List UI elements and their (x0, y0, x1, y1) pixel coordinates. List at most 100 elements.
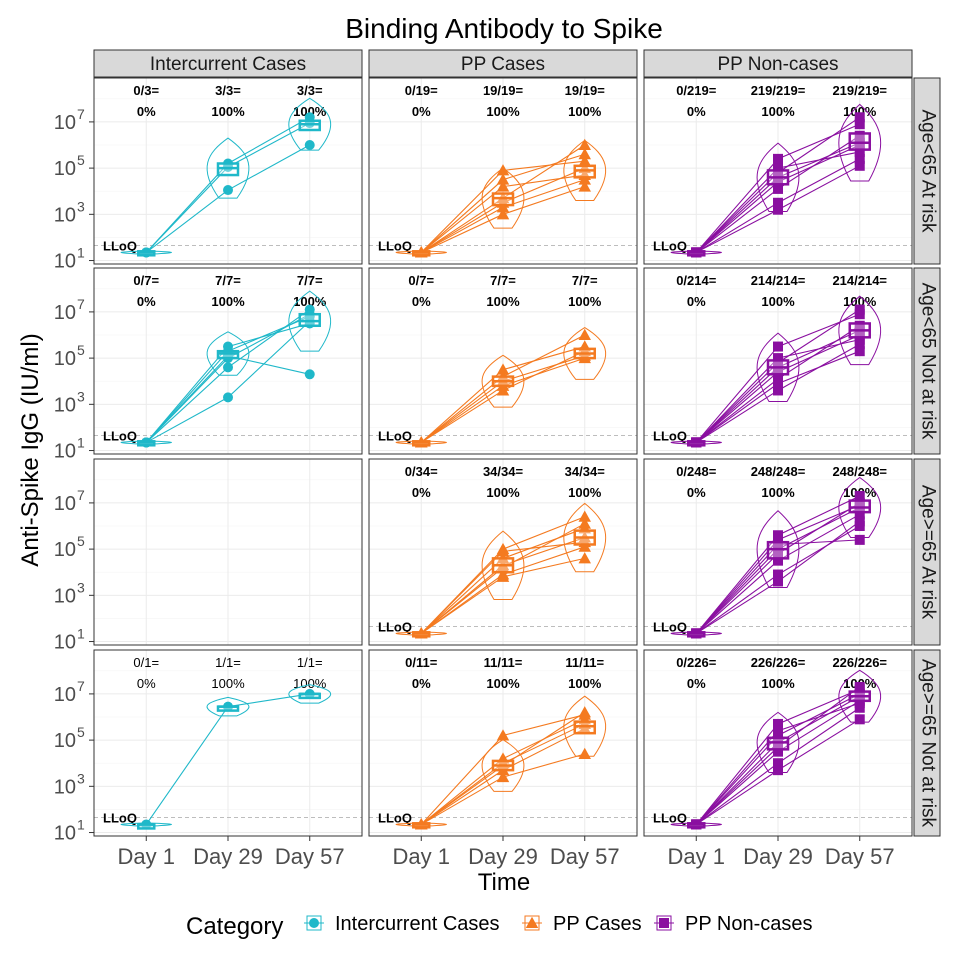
y-tick-exponent: 3 (77, 579, 85, 595)
pct-label: 0% (412, 104, 431, 119)
pct-label: 100% (843, 104, 877, 119)
legend-label: PP Non-cases (685, 913, 812, 935)
data-point (854, 534, 865, 545)
pct-label: 100% (761, 104, 795, 119)
row-strip-label: Age<65 At risk (918, 109, 939, 233)
row-strip (913, 77, 941, 265)
panel (94, 459, 362, 645)
count-label: 7/7= (490, 273, 516, 288)
count-label: 0/34= (405, 464, 438, 479)
x-tick-label: Day 29 (468, 844, 538, 869)
panel-border (93, 649, 363, 837)
data-point (496, 173, 510, 185)
data-point (496, 561, 510, 573)
count-label: 0/1= (133, 655, 159, 670)
data-point (773, 576, 783, 587)
data-point (223, 185, 233, 196)
column-strip (643, 49, 913, 78)
y-tick-label: 10 (54, 204, 76, 226)
data-point (854, 698, 865, 709)
legend-key-marker (659, 918, 669, 928)
y-tick-label: 10 (54, 632, 76, 654)
pct-label: 100% (486, 104, 520, 119)
panel-border (93, 458, 363, 646)
pct-label: 100% (761, 485, 795, 500)
pct-label: 0% (687, 104, 706, 119)
violin-outline (288, 97, 332, 151)
panel: LLoQ 0/19= 19/19= 19/19= 0% 100% 100% (369, 78, 637, 264)
panel-border (643, 77, 913, 265)
count-label: 3/3= (297, 83, 323, 98)
count-label: 7/7= (215, 273, 241, 288)
y-tick-exponent: 7 (77, 487, 85, 503)
data-point (496, 164, 510, 176)
data-point (773, 718, 783, 729)
data-point (854, 688, 865, 699)
data-point (854, 500, 865, 511)
count-label: 19/19= (565, 83, 606, 98)
panel-grid: Intercurrent Cases PP Cases PP Non-cases Ag… (54, 49, 941, 869)
pct-label: 100% (843, 294, 877, 309)
data-point (773, 197, 783, 208)
count-label: 0/219= (676, 83, 717, 98)
data-point (854, 160, 865, 171)
violin-outline (756, 510, 800, 588)
violin-outline (563, 502, 607, 573)
y-tick-label: 10 (54, 684, 76, 706)
y-tick-exponent: 1 (77, 626, 85, 642)
data-point (854, 346, 865, 357)
y-tick-label: 10 (54, 158, 76, 180)
data-point (496, 363, 510, 375)
data-point (578, 510, 591, 522)
data-point (854, 330, 865, 341)
panel-border (93, 77, 363, 265)
panel: LLoQ 0/214= 214/214= 214/214= 0% 100% 100% (644, 268, 912, 454)
count-label: 11/11= (565, 655, 604, 670)
y-tick-label: 10 (54, 730, 76, 752)
x-tick-label: Day 1 (668, 844, 725, 869)
y-tick-label: 10 (54, 302, 76, 324)
violin-outline (563, 327, 607, 380)
lloq-label: LLoQ (653, 620, 687, 635)
lloq-label: LLoQ (103, 429, 137, 444)
row-strip-label: Age>=65 At risk (918, 485, 939, 620)
y-axis-title: Anti-Spike IgG (IU/ml) (17, 333, 44, 566)
lloq-label: LLoQ (378, 620, 412, 635)
data-point (496, 729, 510, 741)
pct-label: 100% (568, 485, 602, 500)
pct-label: 0% (412, 485, 431, 500)
panel-border (368, 649, 638, 837)
count-label: 1/1= (297, 655, 323, 670)
count-label: 214/214= (751, 273, 806, 288)
pct-label: 0% (687, 676, 706, 691)
column-strip (93, 49, 363, 78)
data-point (854, 146, 865, 157)
data-point (773, 153, 783, 164)
row-strip (913, 458, 941, 646)
data-point (773, 378, 783, 389)
count-label: 0/3= (133, 83, 159, 98)
data-point (578, 328, 591, 341)
data-point (496, 208, 510, 220)
count-label: 214/214= (832, 273, 887, 288)
data-point (578, 552, 591, 564)
panel-border (643, 649, 913, 837)
data-point (773, 534, 783, 545)
pct-label: 0% (687, 294, 706, 309)
count-label: 226/226= (751, 655, 806, 670)
lloq-label: LLoQ (378, 811, 412, 826)
y-tick-exponent: 7 (77, 296, 85, 312)
y-tick-exponent: 3 (77, 198, 85, 214)
data-point (578, 517, 591, 529)
pct-label: 100% (761, 676, 795, 691)
y-tick-label: 10 (54, 441, 76, 463)
pct-label: 100% (568, 294, 602, 309)
violin-outline (481, 530, 525, 600)
pct-label: 100% (211, 104, 245, 119)
chart-title: Binding Antibody to Spike (345, 13, 663, 44)
data-point (578, 138, 591, 151)
panel-border (643, 267, 913, 455)
data-point (304, 369, 315, 380)
y-tick-label: 10 (54, 585, 76, 607)
